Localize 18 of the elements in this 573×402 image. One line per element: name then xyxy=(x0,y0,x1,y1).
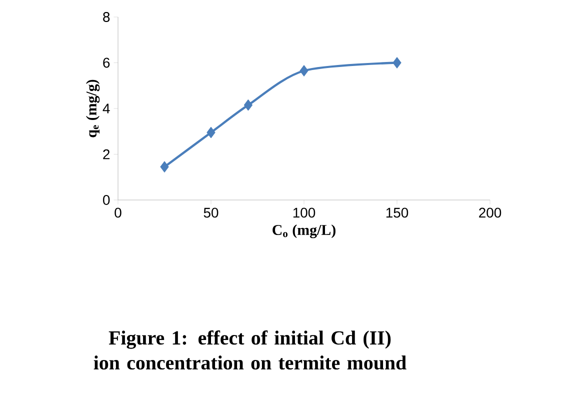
point xyxy=(160,161,169,173)
y-tick-label: 2 xyxy=(103,149,110,160)
caption: Figure 1: effect of initial Cd (II) ion concentration on termite mound xyxy=(94,330,406,370)
x-tick-label: 100 xyxy=(293,208,316,218)
x-tick-label: 0 xyxy=(114,208,122,218)
point xyxy=(206,126,216,138)
y-tick-label: 8 xyxy=(103,12,110,22)
x-tick-label: 50 xyxy=(204,208,218,218)
x-axis-title: C$_{o}$ (mg/L) xyxy=(272,224,336,238)
x-tick-label: 150 xyxy=(386,208,408,218)
y-tick-label: 4 xyxy=(102,104,110,114)
y-tick-label: 0 xyxy=(103,195,110,205)
point xyxy=(300,65,308,76)
x-tick-label: 200 xyxy=(479,208,502,218)
y-tick-label: 6 xyxy=(103,58,110,68)
point xyxy=(244,99,253,111)
y-axis-title: q$_{e}$ (mg/g) xyxy=(86,80,100,138)
point xyxy=(392,57,402,68)
